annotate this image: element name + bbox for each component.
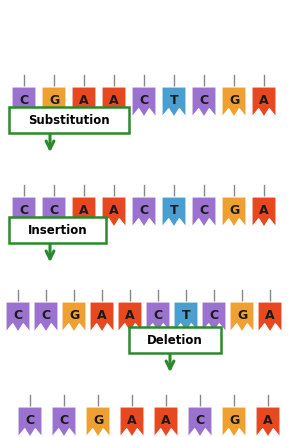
Polygon shape xyxy=(102,87,126,117)
Text: A: A xyxy=(79,94,89,107)
Polygon shape xyxy=(230,302,254,332)
Polygon shape xyxy=(188,407,212,437)
Text: Substitution: Substitution xyxy=(28,114,110,126)
Polygon shape xyxy=(132,87,156,117)
FancyBboxPatch shape xyxy=(9,107,129,133)
Polygon shape xyxy=(162,197,186,227)
Polygon shape xyxy=(34,302,58,332)
Text: C: C xyxy=(50,204,59,217)
Polygon shape xyxy=(86,407,110,437)
Text: T: T xyxy=(170,204,178,217)
Polygon shape xyxy=(90,302,114,332)
Polygon shape xyxy=(132,197,156,227)
Text: A: A xyxy=(161,414,171,427)
Text: T: T xyxy=(170,94,178,107)
Text: A: A xyxy=(125,309,135,322)
Text: A: A xyxy=(109,204,119,217)
Text: C: C xyxy=(195,414,205,427)
Text: A: A xyxy=(127,414,137,427)
Polygon shape xyxy=(192,197,216,227)
Text: A: A xyxy=(97,309,107,322)
Text: C: C xyxy=(26,414,35,427)
Text: C: C xyxy=(60,414,69,427)
Polygon shape xyxy=(42,197,66,227)
Polygon shape xyxy=(252,197,276,227)
Text: Deletion: Deletion xyxy=(147,333,203,347)
Polygon shape xyxy=(6,302,30,332)
Polygon shape xyxy=(146,302,170,332)
Text: A: A xyxy=(259,204,269,217)
Text: G: G xyxy=(69,309,79,322)
Polygon shape xyxy=(72,87,96,117)
Text: G: G xyxy=(229,204,239,217)
Text: G: G xyxy=(93,414,103,427)
Text: C: C xyxy=(19,204,29,217)
Polygon shape xyxy=(62,302,86,332)
Polygon shape xyxy=(154,407,178,437)
Text: C: C xyxy=(41,309,50,322)
Text: C: C xyxy=(13,309,22,322)
Polygon shape xyxy=(192,87,216,117)
Polygon shape xyxy=(42,87,66,117)
Polygon shape xyxy=(256,407,280,437)
Text: A: A xyxy=(265,309,275,322)
Polygon shape xyxy=(258,302,282,332)
Polygon shape xyxy=(120,407,144,437)
Polygon shape xyxy=(222,407,246,437)
Text: C: C xyxy=(154,309,163,322)
Polygon shape xyxy=(102,197,126,227)
Polygon shape xyxy=(174,302,198,332)
Text: C: C xyxy=(199,94,209,107)
Polygon shape xyxy=(12,87,36,117)
Text: C: C xyxy=(209,309,219,322)
Text: C: C xyxy=(199,204,209,217)
Text: G: G xyxy=(49,94,59,107)
Text: A: A xyxy=(259,94,269,107)
Polygon shape xyxy=(12,197,36,227)
Text: C: C xyxy=(19,94,29,107)
Text: A: A xyxy=(79,204,89,217)
Text: G: G xyxy=(229,94,239,107)
Text: A: A xyxy=(263,414,273,427)
Polygon shape xyxy=(118,302,142,332)
Text: C: C xyxy=(140,204,149,217)
Polygon shape xyxy=(202,302,226,332)
Polygon shape xyxy=(222,87,246,117)
Text: G: G xyxy=(229,414,239,427)
Polygon shape xyxy=(222,197,246,227)
Text: Insertion: Insertion xyxy=(28,223,87,236)
FancyBboxPatch shape xyxy=(129,327,221,353)
FancyBboxPatch shape xyxy=(9,217,106,243)
Polygon shape xyxy=(18,407,42,437)
Text: G: G xyxy=(237,309,247,322)
Polygon shape xyxy=(72,197,96,227)
Polygon shape xyxy=(52,407,76,437)
Text: A: A xyxy=(109,94,119,107)
Polygon shape xyxy=(252,87,276,117)
Polygon shape xyxy=(162,87,186,117)
Text: T: T xyxy=(182,309,190,322)
Text: C: C xyxy=(140,94,149,107)
